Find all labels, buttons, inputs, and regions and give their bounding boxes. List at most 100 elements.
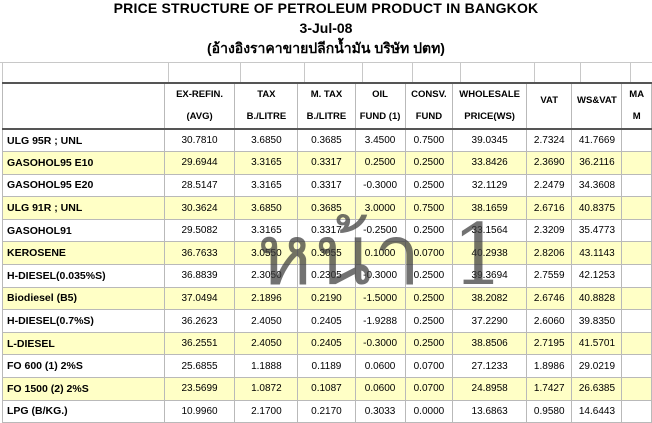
value-cell: 1.0872 — [234, 377, 299, 401]
value-cell: 0.1087 — [297, 377, 356, 401]
value-cell: 0.3317 — [297, 151, 356, 175]
column-header-line2: PRICE(WS) — [464, 111, 515, 122]
value-cell: 10.9960 — [163, 399, 236, 423]
value-cell: 36.2623 — [163, 309, 236, 333]
empty-grid-row — [0, 62, 652, 82]
product-name-cell: FO 600 (1) 2%S — [2, 354, 165, 379]
column-header: TAX B./LITRE — [234, 82, 299, 130]
value-cell: 0.2190 — [297, 286, 356, 311]
value-cell: 38.8506 — [452, 331, 527, 356]
value-cell: 2.2479 — [525, 173, 573, 198]
value-cell: 0.3317 — [297, 218, 356, 243]
value-cell: 0.0000 — [404, 399, 454, 423]
value-cell: 2.6746 — [525, 286, 573, 311]
value-cell: 0.3055 — [297, 241, 356, 266]
table-row: FO 600 (1) 2%S 25.6855 1.1888 0.1189 0.0600 0… — [2, 354, 652, 379]
value-cell: 2.8206 — [525, 241, 573, 266]
table-header-row: EX-REFIN. (AVG) TAX B./LITRE M. TAX B./LITRE O… — [2, 82, 652, 130]
value-cell: 2.7559 — [525, 264, 573, 288]
value-cell: 0.7500 — [404, 196, 454, 220]
value-cell: 2.1700 — [234, 399, 299, 423]
value-cell: 29.0219 — [571, 354, 623, 379]
value-cell: 26.6385 — [571, 377, 623, 401]
product-name-cell: GASOHOL95 E20 — [2, 173, 165, 198]
value-cell: 39.3694 — [452, 264, 527, 288]
value-cell-empty — [621, 264, 652, 288]
column-header-line2: (AVG) — [186, 111, 213, 122]
value-cell: 43.1143 — [571, 241, 623, 266]
value-cell: 36.2116 — [571, 151, 623, 175]
product-name-cell: H-DIESEL(0.7%S) — [2, 309, 165, 333]
value-cell: 0.2405 — [297, 331, 356, 356]
grid-line — [0, 62, 652, 63]
value-cell: 14.6443 — [571, 399, 623, 423]
value-cell: 0.2500 — [354, 151, 406, 175]
value-cell: 0.2500 — [404, 151, 454, 175]
value-cell: 2.4050 — [234, 331, 299, 356]
value-cell: 35.4773 — [571, 218, 623, 243]
column-header-line2: B./LITRE — [246, 111, 287, 122]
value-cell: 0.3317 — [297, 173, 356, 198]
value-cell: 0.0600 — [354, 377, 406, 401]
value-cell: 41.7669 — [571, 128, 623, 153]
value-cell-empty — [621, 286, 652, 311]
column-header-line2: B./LITRE — [306, 111, 347, 122]
value-cell: 38.2082 — [452, 286, 527, 311]
value-cell: 0.3685 — [297, 196, 356, 220]
value-cell: 40.2938 — [452, 241, 527, 266]
value-cell: 2.4050 — [234, 309, 299, 333]
column-header: VAT — [525, 82, 573, 130]
value-cell: 36.8839 — [163, 264, 236, 288]
value-cell: 34.3608 — [571, 173, 623, 198]
column-header: M. TAX B./LITRE — [297, 82, 356, 130]
value-cell: 42.1253 — [571, 264, 623, 288]
table-row: ULG 91R ; UNL 30.3624 3.6850 0.3685 3.0000 0.… — [2, 196, 652, 220]
column-header: EX-REFIN. (AVG) — [163, 82, 236, 130]
product-name-cell: ULG 95R ; UNL — [2, 128, 165, 153]
value-cell: -0.2500 — [354, 218, 406, 243]
value-cell: 0.7500 — [404, 128, 454, 153]
value-cell: 2.7324 — [525, 128, 573, 153]
value-cell: 2.3050 — [234, 264, 299, 288]
value-cell: 0.0700 — [404, 354, 454, 379]
value-cell: 1.7427 — [525, 377, 573, 401]
value-cell: 0.1000 — [354, 241, 406, 266]
value-cell-empty — [621, 309, 652, 333]
value-cell: 32.1129 — [452, 173, 527, 198]
value-cell: 27.1233 — [452, 354, 527, 379]
column-header-line1: WS&VAT — [577, 95, 617, 106]
column-header-line2: FUND — [415, 111, 443, 122]
value-cell: 30.3624 — [163, 196, 236, 220]
value-cell: 0.2170 — [297, 399, 356, 423]
page-subtitle: (อ้างอิงราคาขายปลีกน้ำมัน บริษัท ปตท) — [207, 40, 445, 56]
report-date: 3-Jul-08 — [299, 20, 353, 36]
value-cell: -0.3000 — [354, 264, 406, 288]
value-cell: 0.3685 — [297, 128, 356, 153]
value-cell: -1.5000 — [354, 286, 406, 311]
value-cell: 40.8375 — [571, 196, 623, 220]
column-header-line1: MA — [629, 89, 645, 100]
header-cell-blank — [2, 82, 165, 130]
value-cell: 1.1888 — [234, 354, 299, 379]
column-header-line1: CONSV. — [411, 89, 447, 100]
column-header-line2: FUND (1) — [359, 111, 401, 122]
value-cell: 3.6850 — [234, 196, 299, 220]
value-cell: 2.7195 — [525, 331, 573, 356]
value-cell: 3.3165 — [234, 218, 299, 243]
product-name-cell: KEROSENE — [2, 241, 165, 266]
value-cell: 1.8986 — [525, 354, 573, 379]
column-header: OIL FUND (1) — [354, 82, 406, 130]
table-row: Biodiesel (B5) 37.0494 2.1896 0.2190 -1.5000… — [2, 286, 652, 311]
product-name-cell: FO 1500 (2) 2%S — [2, 377, 165, 401]
column-header: CONSV. FUND — [404, 82, 454, 130]
value-cell: 24.8958 — [452, 377, 527, 401]
value-cell-empty — [621, 218, 652, 243]
column-header: MA M — [621, 82, 652, 130]
value-cell: 2.1896 — [234, 286, 299, 311]
page-title: PRICE STRUCTURE OF PETROLEUM PRODUCT IN … — [113, 0, 539, 16]
price-structure-table: EX-REFIN. (AVG) TAX B./LITRE M. TAX B./LITRE O… — [2, 82, 652, 423]
value-cell: 40.8828 — [571, 286, 623, 311]
column-header-line2: M — [632, 111, 641, 122]
value-cell: 33.8426 — [452, 151, 527, 175]
value-cell: 13.6863 — [452, 399, 527, 423]
